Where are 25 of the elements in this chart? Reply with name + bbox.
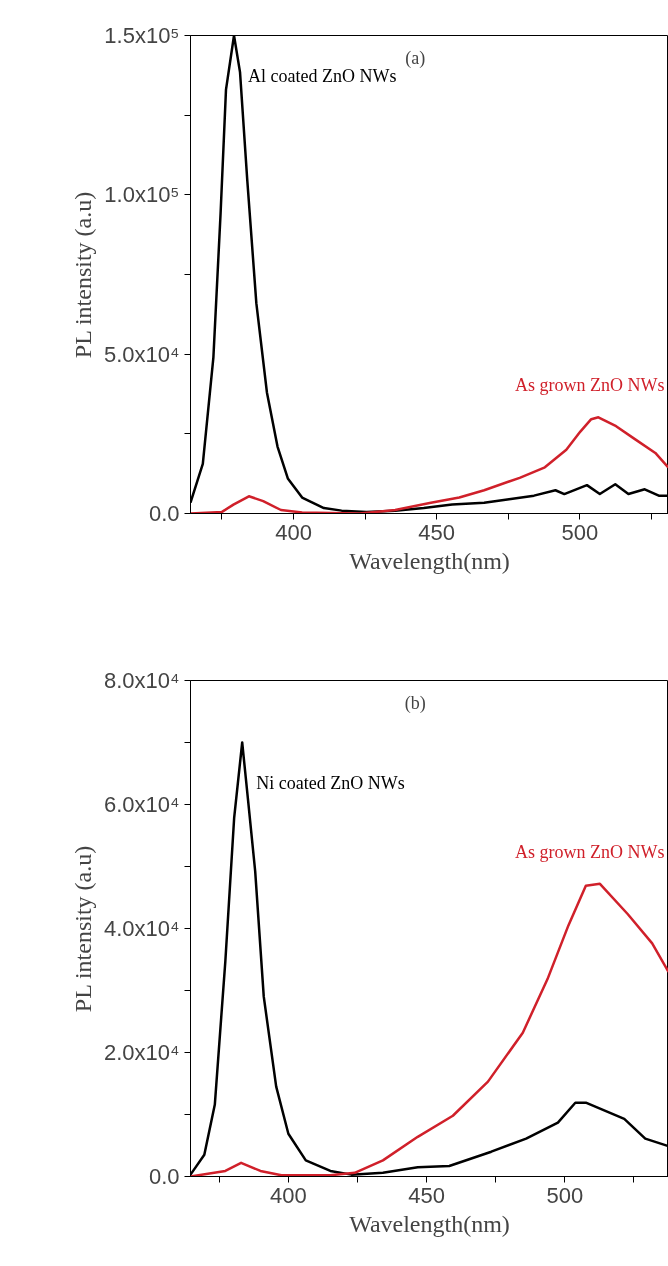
series-label: Ni coated ZnO NWs [256,772,405,793]
x-axis-title: Wavelength(nm) [349,547,510,574]
y-tick-label: 1.5x10⁵ [104,23,180,48]
text: (b) [404,692,426,714]
y-tick-label: 6.0x10⁴ [103,792,180,817]
x-tick-label: 400 [270,1182,307,1208]
y-tick-label: 4.0x10⁴ [103,916,180,941]
y-axis-title: PL intensity (a.u) [69,845,96,1013]
x-tick-label: 450 [418,519,456,545]
text: (a) [405,47,426,69]
series-label: As grown ZnO NWs [515,375,665,396]
y-tick-label: 0.0 [148,501,180,526]
y-tick-label: 8.0x10⁴ [103,668,180,693]
series-label: As grown ZnO NWs [515,841,665,862]
x-tick-label: 400 [275,519,312,545]
y-tick-label: 2.0x10⁴ [103,1040,180,1065]
x-tick-label: 450 [408,1182,445,1208]
y-tick-label: 5.0x10⁴ [103,341,180,367]
y-axis-title: PL intensity (a.u) [69,191,96,359]
y-tick-label: 1.0x10⁵ [104,182,180,208]
series-label: Al coated ZnO NWs [248,65,397,86]
x-tick-label: 500 [546,1182,584,1208]
y-tick-label: 0.0 [148,1164,180,1189]
x-tick-label: 500 [561,519,599,545]
x-axis-title: Wavelength(nm) [349,1210,510,1237]
